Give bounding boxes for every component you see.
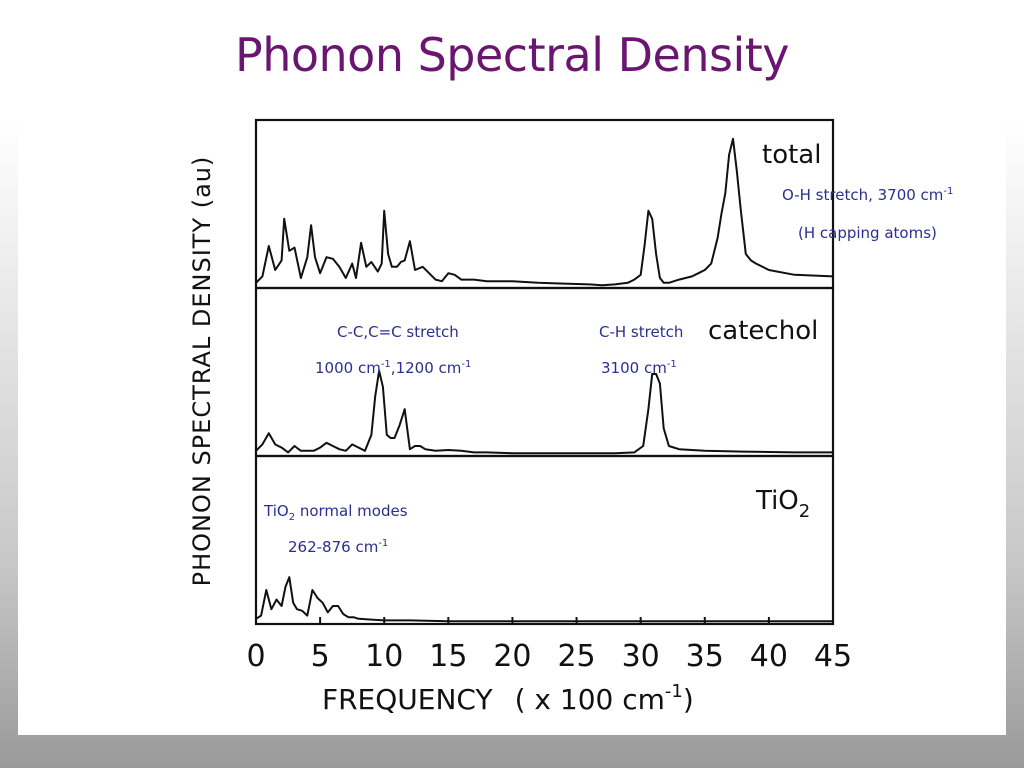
series-line-catechol <box>255 369 833 455</box>
x-tick-label-40: 40 <box>750 639 788 674</box>
x-axis-label-unit: ( x 100 cm-1) <box>515 683 694 716</box>
ch-freq-annotation: 3100 cm-1 <box>601 359 677 377</box>
slide-title: Phonon Spectral Density <box>234 28 790 82</box>
x-tick-label-15: 15 <box>429 639 467 674</box>
ch-freq-sup: -1 <box>666 359 677 370</box>
x-tick-label-45: 45 <box>814 639 852 674</box>
cc-stretch-text: C-C,C=C stretch <box>337 323 459 341</box>
tio2-range-annotation: 262-876 cm-1 <box>288 538 389 556</box>
oh-capping-text: (H capping atoms) <box>798 224 937 242</box>
x-axis-unit-sup: -1 <box>664 681 683 702</box>
x-tick-label-10: 10 <box>365 639 403 674</box>
ch-freq-text: 3100 cm <box>601 359 667 377</box>
x-axis-label-main: FREQUENCY <box>322 683 493 716</box>
oh-stretch-sup: -1 <box>943 186 954 197</box>
tio2-range-text: 262-876 cm <box>288 538 379 556</box>
tio2-modes-a: TiO <box>264 502 289 520</box>
oh-capping-annotation: (H capping atoms) <box>798 226 937 241</box>
panel-label-total-text: total <box>762 140 822 170</box>
panel-label-tio2-text: TiO <box>756 486 799 516</box>
x-tick-label-5: 5 <box>311 639 330 674</box>
panel-label-tio2: TiO2 <box>754 486 813 521</box>
panel-label-catechol: catechol <box>706 316 821 346</box>
x-tick-label-20: 20 <box>493 639 531 674</box>
series-line-total <box>255 137 834 287</box>
ch-stretch-text: C-H stretch <box>599 323 684 341</box>
panel-label-catechol-text: catechol <box>708 316 819 346</box>
cc-freq-b: ,1200 cm <box>390 359 462 377</box>
x-tick-label-35: 35 <box>686 639 724 674</box>
tio2-modes-b: normal modes <box>295 502 408 520</box>
ch-stretch-annotation: C-H stretch <box>599 325 683 340</box>
slide-card <box>18 0 1006 735</box>
panel-frame-total <box>254 118 835 290</box>
cc-stretch-annotation: C-C,C=C stretch <box>337 325 459 340</box>
series-line-tio2 <box>255 576 833 623</box>
cc-freq-sup-a: -1 <box>380 359 391 370</box>
x-tick-label-0: 0 <box>246 639 265 674</box>
x-axis-unit-b: ) <box>682 683 694 716</box>
oh-stretch-text: O-H stretch, 3700 cm <box>782 186 944 204</box>
tio2-modes-annotation: TiO2 normal modes <box>264 502 408 523</box>
x-ticks-layer: 0 5 10 15 20 25 30 35 40 45 <box>246 617 852 674</box>
tio2-modes-sub: 2 <box>288 512 296 523</box>
panel-label-tio2-sub: 2 <box>798 501 811 522</box>
cc-freq-a: 1000 cm <box>315 359 381 377</box>
x-tick-label-30: 30 <box>622 639 660 674</box>
cc-freq-sup-b: -1 <box>461 359 472 370</box>
tio2-range-sup: -1 <box>378 538 389 549</box>
x-axis-unit-a: ( x 100 cm <box>514 683 665 716</box>
oh-stretch-annotation: O-H stretch, 3700 cm-1 <box>782 186 954 204</box>
panel-label-total: total <box>760 140 824 170</box>
x-axis-label: FREQUENCY ( x 100 cm-1) <box>322 683 694 716</box>
cc-freq-annotation: 1000 cm-1,1200 cm-1 <box>315 359 472 377</box>
panel-frame-tio2 <box>254 454 835 626</box>
x-tick-label-25: 25 <box>557 639 595 674</box>
y-axis-label: PHONON SPECTRAL DENSITY (au) <box>188 155 216 587</box>
